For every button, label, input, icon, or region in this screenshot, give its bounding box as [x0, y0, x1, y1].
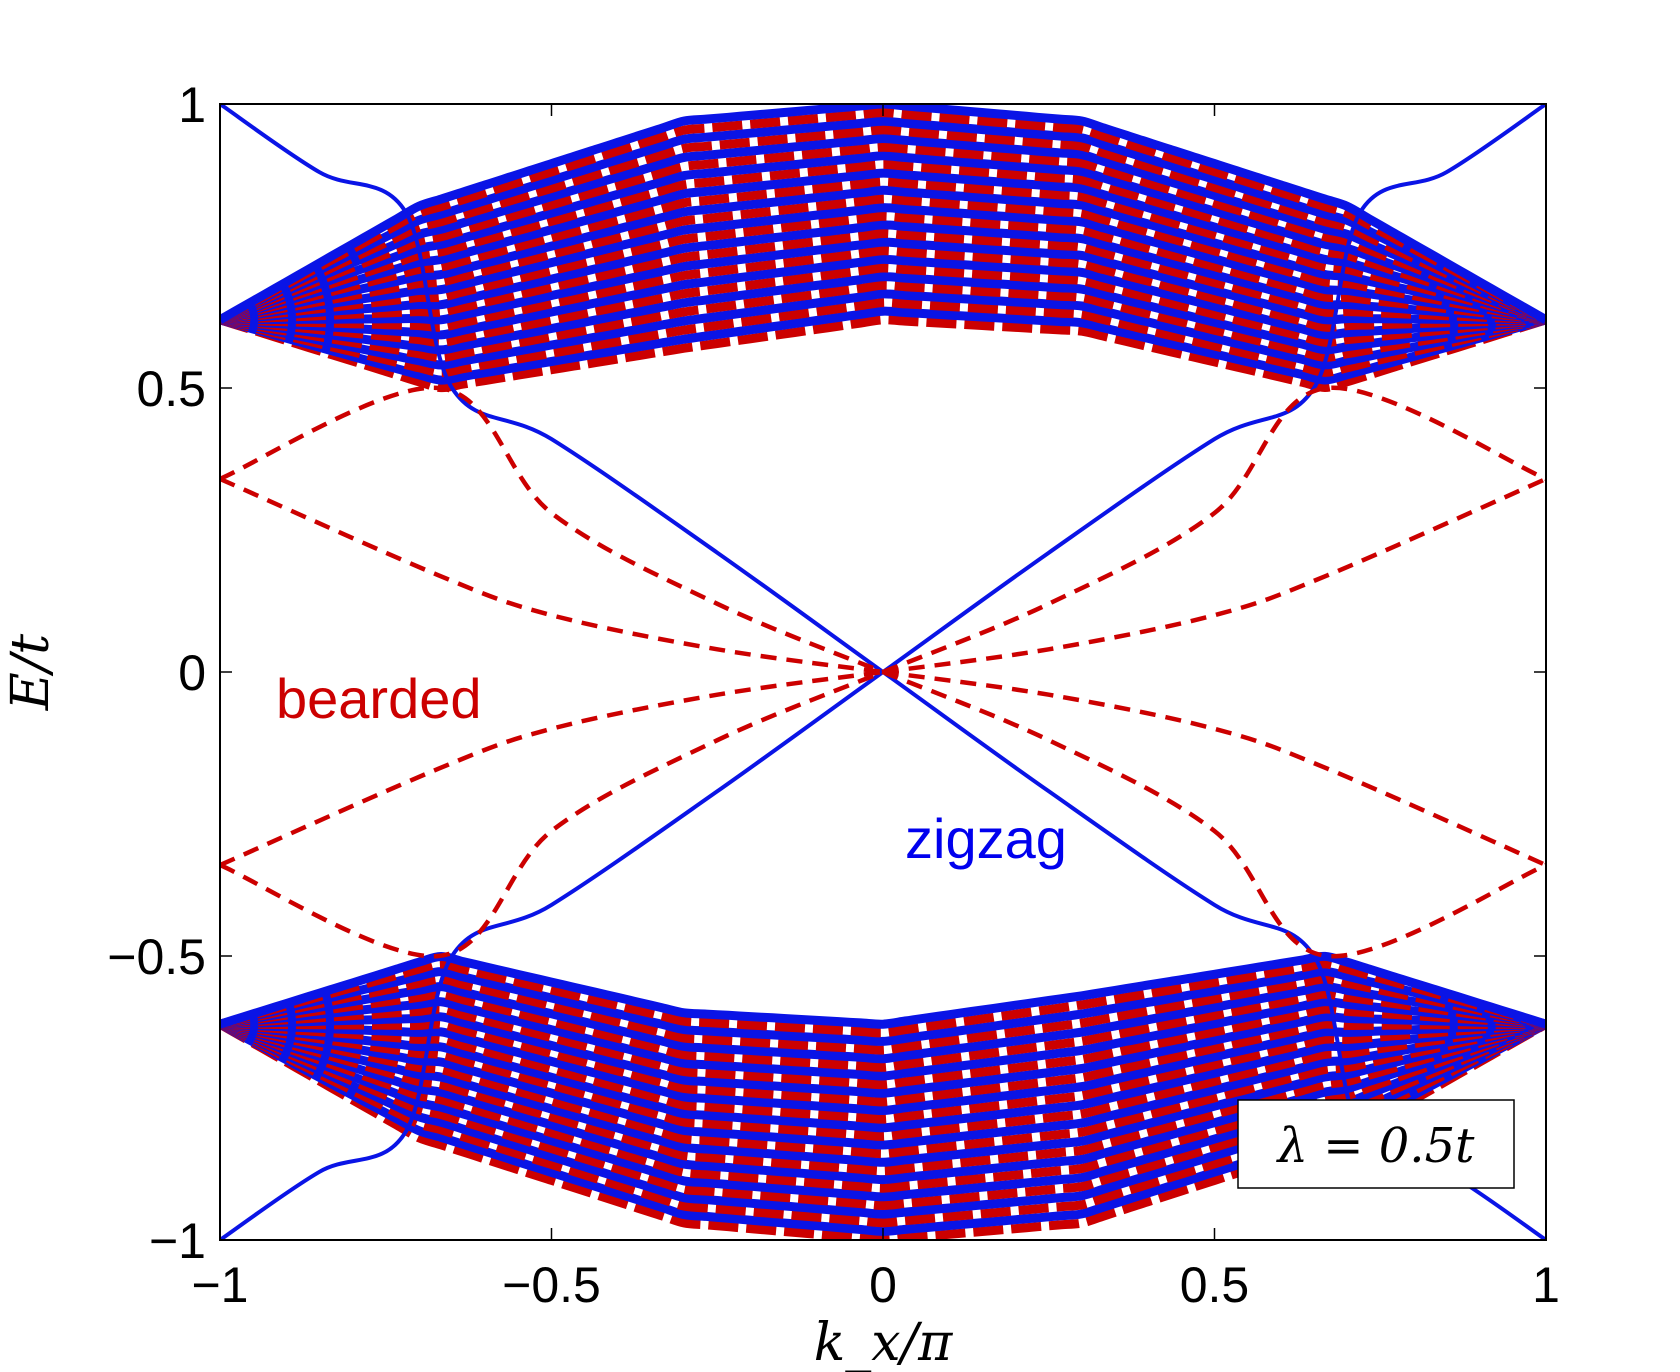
upper-band-level	[220, 306, 1546, 385]
lower-band-level	[220, 1012, 1546, 1098]
lower-band-level	[220, 989, 1546, 1072]
upper-band-level	[220, 194, 1546, 325]
lower-band-level	[220, 1019, 1546, 1116]
y-tick-label: −0.5	[107, 929, 206, 985]
upper-band-level	[220, 151, 1546, 325]
lower-band-level	[220, 1019, 1546, 1150]
upper-band-level	[220, 237, 1546, 325]
upper-band-level	[220, 104, 1546, 324]
upper-band-level	[220, 133, 1546, 324]
upper-band-level	[220, 272, 1546, 355]
y-tick-label: 0	[178, 645, 206, 701]
parameter-legend: λ = 0.5t	[1237, 1099, 1515, 1189]
lower-band-level	[220, 997, 1546, 1081]
upper-band-level	[220, 203, 1546, 325]
y-axis-label: E/t	[1, 634, 61, 711]
upper-band-level	[220, 228, 1546, 325]
bearded-edge-line-10	[882, 669, 1546, 959]
upper-band-level	[220, 116, 1546, 324]
upper-band-level	[220, 220, 1546, 325]
lower-band-level	[220, 1019, 1546, 1124]
upper-band-level	[220, 159, 1546, 325]
lower-band-level	[220, 1019, 1546, 1167]
lower-band-level	[220, 1019, 1546, 1159]
bearded-edge-line-8	[882, 385, 1546, 675]
bearded-edge-line-7	[882, 476, 1546, 675]
lower-band-level	[220, 1019, 1546, 1185]
lower-band-level	[220, 1019, 1546, 1141]
y-tick-label: 1	[178, 77, 206, 133]
lower-band-level	[220, 1019, 1546, 1133]
y-tick-label: −1	[149, 1213, 206, 1269]
bearded-edge-line-4	[220, 476, 884, 675]
upper-band-level	[220, 168, 1546, 325]
lower-band-level	[220, 966, 1546, 1046]
edge-states-group	[220, 104, 1546, 1240]
bearded-edge-line-3	[220, 385, 884, 675]
bearded-annotation: bearded	[276, 667, 482, 730]
upper-band-level	[220, 263, 1546, 347]
upper-band-level	[220, 246, 1546, 332]
x-tick-label: −0.5	[502, 1257, 601, 1313]
bearded-edge-line-9	[882, 669, 1546, 868]
upper-band-level	[220, 298, 1546, 378]
axis-ticks-group: −1 −0.5 0 0.5 1 −1 −0.5 0 0.5 1	[107, 77, 1560, 1313]
x-tick-label: 1	[1532, 1257, 1560, 1313]
lower-band-level	[220, 1019, 1546, 1107]
y-tick-label: 0.5	[136, 361, 206, 417]
upper-band-level	[220, 254, 1546, 340]
upper-band-level	[220, 185, 1546, 325]
upper-band-level	[220, 125, 1546, 324]
parameter-legend-box	[1237, 1099, 1515, 1189]
parameter-legend-text: λ = 0.5t	[1276, 1118, 1475, 1174]
upper-band-level	[220, 211, 1546, 325]
bearded-edge-line-5	[220, 669, 884, 959]
x-tick-label: 0	[869, 1257, 897, 1313]
upper-band-level	[220, 142, 1546, 325]
upper-band-level	[220, 177, 1546, 325]
lower-band-level	[220, 959, 1546, 1038]
x-tick-label: 0.5	[1180, 1257, 1250, 1313]
zigzag-annotation: zigzag	[905, 807, 1067, 870]
x-tick-label: −1	[191, 1257, 248, 1313]
lower-band-level	[220, 1019, 1546, 1193]
upper-bulk-band	[220, 104, 1546, 393]
bearded-edge-line-6	[220, 669, 884, 868]
lower-band-level	[220, 1004, 1546, 1090]
lower-band-level	[220, 1019, 1546, 1176]
x-axis-label: k_x/π	[814, 1313, 953, 1372]
